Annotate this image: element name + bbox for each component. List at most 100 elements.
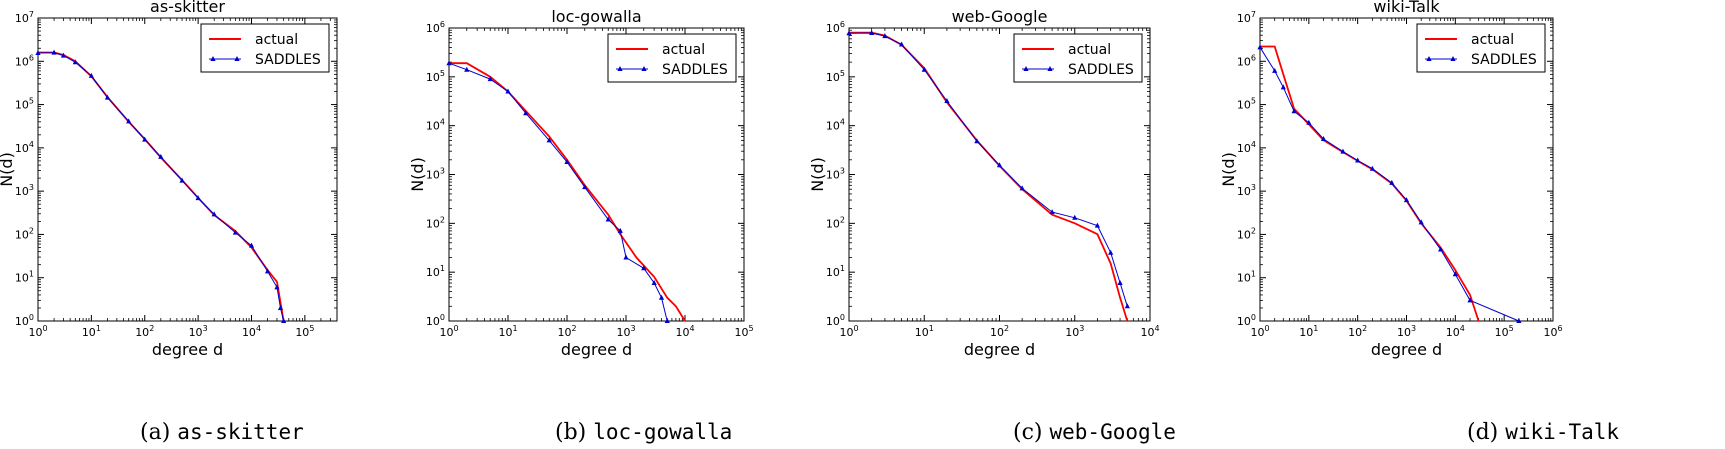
saddles-marker bbox=[1072, 214, 1078, 220]
saddles-marker bbox=[142, 136, 148, 142]
y-tick-label: 102 bbox=[426, 215, 445, 230]
legend-label-saddles: SADDLES bbox=[255, 52, 321, 68]
y-tick-label: 100 bbox=[826, 313, 845, 328]
saddles-marker bbox=[158, 153, 164, 159]
y-tick-label: 106 bbox=[1237, 53, 1256, 68]
y-tick-label: 100 bbox=[426, 313, 445, 328]
x-tick-label: 104 bbox=[242, 324, 261, 339]
y-tick-label: 106 bbox=[426, 20, 445, 35]
x-axis-label: degree d bbox=[964, 340, 1035, 359]
series-line-saddles bbox=[37, 52, 285, 322]
x-tick-label: 100 bbox=[28, 324, 47, 339]
chart-title: web-Google bbox=[952, 7, 1048, 26]
saddles-marker bbox=[1320, 136, 1327, 142]
legend-marker-saddles bbox=[1450, 56, 1456, 61]
caption-prefix: (b) bbox=[555, 420, 587, 445]
legend-label-actual: actual bbox=[1068, 42, 1111, 58]
series-line-actual bbox=[1260, 45, 1480, 322]
legend-label-saddles: SADDLES bbox=[1471, 52, 1537, 68]
y-tick-label: 103 bbox=[15, 183, 34, 198]
chart-title: loc-gowalla bbox=[551, 7, 641, 26]
y-tick-label: 101 bbox=[426, 264, 445, 279]
y-tick-label: 106 bbox=[826, 20, 845, 35]
y-axis-label: N(d) bbox=[1219, 152, 1238, 187]
saddles-marker bbox=[1117, 280, 1123, 286]
saddles-marker bbox=[974, 138, 980, 144]
x-tick-label: 102 bbox=[990, 324, 1009, 339]
y-tick-label: 107 bbox=[15, 10, 34, 25]
series-line-actual bbox=[449, 62, 686, 322]
saddles-marker bbox=[869, 29, 875, 35]
x-axis-label: degree d bbox=[561, 340, 632, 359]
y-tick-label: 102 bbox=[15, 226, 34, 241]
chart-panel-1: as-skitter 100 101 102 103 104 105 100 101 102 103… bbox=[0, 0, 338, 359]
series-line-saddles bbox=[448, 62, 668, 322]
saddles-marker bbox=[211, 211, 217, 217]
y-axis-label: N(d) bbox=[808, 157, 827, 192]
chart-title: as-skitter bbox=[150, 0, 225, 16]
chart-panel-3: web-Google 100 101 102 103 104 100 101 102 103 104… bbox=[808, 7, 1160, 359]
saddles-marker bbox=[1257, 44, 1263, 50]
x-tick-label: 104 bbox=[1140, 324, 1159, 339]
caption-a: (a) as-skitter bbox=[140, 420, 304, 445]
saddles-marker bbox=[487, 76, 493, 82]
x-tick-label: 105 bbox=[1495, 324, 1514, 339]
saddles-marker bbox=[1340, 148, 1346, 154]
plot-frame bbox=[37, 17, 338, 322]
saddles-marker bbox=[1019, 185, 1025, 191]
x-tick-label: 100 bbox=[1250, 324, 1269, 339]
legend: actual SADDLES bbox=[200, 23, 330, 73]
saddles-marker bbox=[1369, 165, 1375, 171]
caption-text: wiki-Talk bbox=[1505, 420, 1620, 444]
saddles-marker bbox=[944, 97, 950, 103]
y-axis-label: N(d) bbox=[0, 152, 16, 187]
saddles-marker bbox=[1108, 249, 1114, 255]
y-axis-label: N(d) bbox=[408, 157, 427, 192]
y-tick-label: 104 bbox=[426, 118, 445, 133]
y-tick-label: 101 bbox=[15, 270, 34, 285]
saddles-marker bbox=[1467, 297, 1473, 303]
legend-label-actual: actual bbox=[662, 42, 705, 58]
caption-text: loc-gowalla bbox=[593, 420, 733, 444]
y-tick-label: 104 bbox=[1237, 140, 1256, 155]
saddles-marker bbox=[641, 265, 647, 271]
caption-d: (d) wiki-Talk bbox=[1467, 420, 1619, 445]
x-axis-label: degree d bbox=[1371, 340, 1442, 359]
saddles-marker bbox=[264, 268, 271, 274]
x-tick-label: 106 bbox=[1543, 324, 1562, 339]
legend-label-actual: actual bbox=[1471, 32, 1514, 48]
legend-label-actual: actual bbox=[255, 32, 298, 48]
saddles-marker bbox=[546, 137, 552, 143]
saddles-marker bbox=[882, 33, 888, 39]
saddles-marker bbox=[1094, 222, 1101, 228]
legend-label-saddles: SADDLES bbox=[1068, 62, 1134, 78]
saddles-marker bbox=[179, 177, 185, 183]
saddles-marker bbox=[898, 41, 905, 47]
legend-label-saddles: SADDLES bbox=[662, 62, 728, 78]
saddles-marker bbox=[232, 229, 239, 235]
saddles-marker bbox=[88, 72, 94, 78]
saddles-marker bbox=[60, 52, 67, 58]
x-tick-label: 105 bbox=[734, 324, 753, 339]
saddles-marker bbox=[126, 118, 132, 124]
saddles-marker bbox=[658, 294, 665, 300]
saddles-marker bbox=[505, 88, 511, 94]
legend: actual SADDLES bbox=[1013, 33, 1143, 83]
x-tick-label: 102 bbox=[135, 324, 154, 339]
caption-b: (b) loc-gowalla bbox=[555, 420, 732, 445]
y-tick-label: 100 bbox=[1237, 313, 1256, 328]
legend-marker-saddles bbox=[1426, 56, 1432, 61]
x-tick-label: 103 bbox=[1065, 324, 1084, 339]
x-tick-label: 102 bbox=[1348, 324, 1367, 339]
x-tick-label: 100 bbox=[839, 324, 858, 339]
y-tick-label: 101 bbox=[1237, 270, 1256, 285]
saddles-marker bbox=[1418, 219, 1424, 225]
saddles-marker bbox=[1291, 108, 1297, 114]
x-tick-label: 104 bbox=[1446, 324, 1465, 339]
y-tick-label: 105 bbox=[15, 97, 34, 112]
saddles-marker bbox=[35, 50, 41, 56]
x-tick-label: 103 bbox=[189, 324, 208, 339]
x-tick-label: 103 bbox=[616, 324, 635, 339]
y-tick-label: 105 bbox=[1237, 97, 1256, 112]
